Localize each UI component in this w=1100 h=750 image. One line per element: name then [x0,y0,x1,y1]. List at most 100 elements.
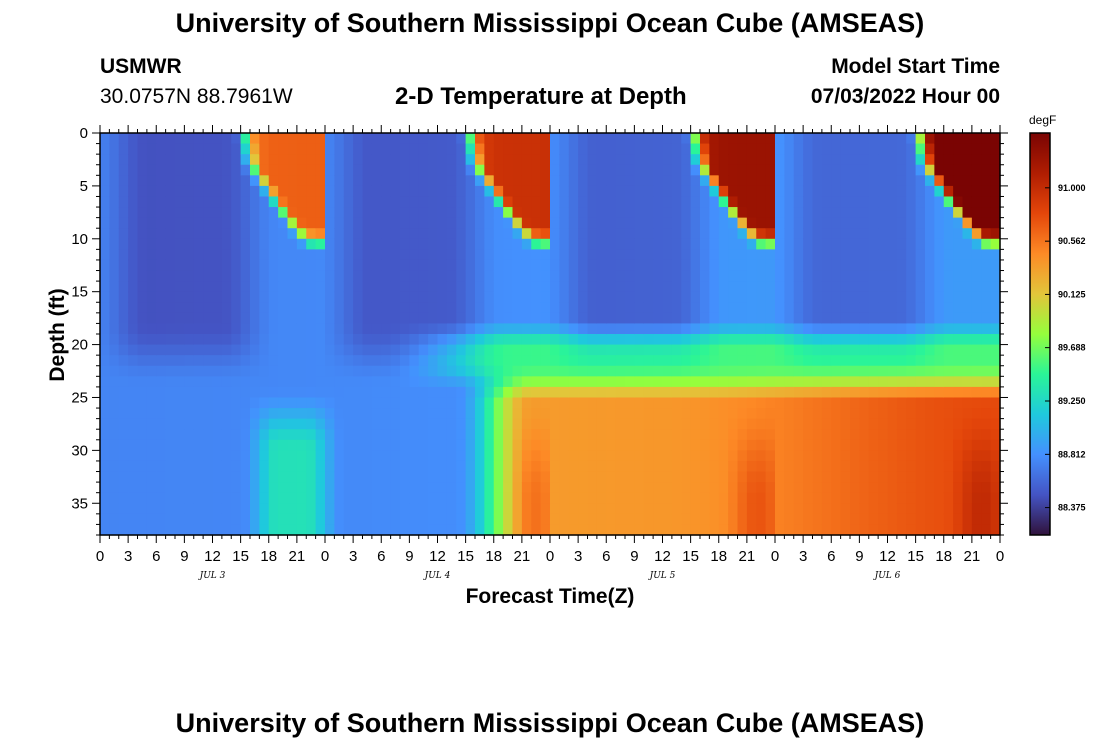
heatmap-cell [812,503,823,515]
heatmap-cell [278,175,289,187]
heatmap-cell [568,439,579,451]
heatmap-cell [831,217,842,229]
heatmap-cell [146,344,157,356]
heatmap-cell [128,281,139,293]
heatmap-cell [578,439,589,451]
heatmap-cell [634,482,645,494]
heatmap-cell [953,408,964,420]
heatmap-cell [746,408,757,420]
heatmap-cell [887,365,898,377]
heatmap-cell [775,259,785,272]
heatmap-cell [325,482,335,494]
heatmap-cell [737,355,748,367]
heatmap-cell [906,228,917,240]
heatmap-cell [193,196,204,208]
heatmap-cell [962,312,973,325]
heatmap-cell [671,439,682,451]
heatmap-cell [240,429,251,441]
heatmap-cell [512,217,523,229]
heatmap-cell [578,376,589,388]
heatmap-cell [896,503,907,515]
heatmap-cell [484,228,495,240]
heatmap-cell [521,175,532,187]
heatmap-cell [353,503,364,515]
heatmap-cell [400,471,410,483]
heatmap-cell [371,418,382,430]
heatmap-cell [643,133,654,145]
heatmap-cell [990,291,1001,303]
heatmap-cell [540,207,551,219]
heatmap-cell [746,238,757,250]
heatmap-cell [662,408,673,420]
heatmap-cell [343,460,354,473]
heatmap-cell [296,503,307,515]
heatmap-cell [128,450,139,462]
heatmap-cell [465,492,476,504]
heatmap-cell [240,365,251,377]
heatmap-cell [821,492,832,504]
heatmap-cell [746,344,757,356]
heatmap-cell [156,238,167,250]
heatmap-cell [306,408,317,420]
heatmap-cell [671,323,682,335]
heatmap-cell [203,164,214,176]
heatmap-cell [315,143,326,155]
heatmap-cell [212,217,223,229]
heatmap-cell [409,291,420,303]
heatmap-cell [915,302,926,314]
heatmap-cell [653,217,664,229]
heatmap-cell [456,513,467,526]
heatmap-cell [353,524,364,536]
heatmap-cell [512,429,523,441]
heatmap-cell [634,259,645,272]
heatmap-cell [475,503,485,515]
heatmap-cell [728,291,739,303]
heatmap-cell [268,386,279,399]
heatmap-cell [990,302,1001,314]
heatmap-cell [146,355,157,367]
heatmap-cell [128,439,139,451]
heatmap-cell [371,397,382,409]
heatmap-cell [446,513,457,526]
heatmap-cell [456,334,467,346]
heatmap-cell [446,386,457,399]
heatmap-cell [578,143,589,155]
heatmap-cell [784,217,795,229]
heatmap-cell [109,503,120,515]
x-tick-label: 12 [429,548,446,565]
heatmap-cell [700,439,710,451]
heatmap-cell [793,270,804,282]
heatmap-cell [250,471,260,483]
heatmap-cell [943,228,954,240]
heatmap-cell [381,492,392,504]
heatmap-cell [390,365,401,377]
heatmap-cell [268,344,279,356]
heatmap-cell [737,270,748,282]
heatmap-cell [212,492,223,504]
heatmap-cell [765,238,776,250]
heatmap-cell [737,386,748,399]
heatmap-cell [165,460,176,473]
heatmap-cell [887,217,898,229]
heatmap-cell [259,154,270,166]
heatmap-cell [531,291,542,303]
heatmap-cell [925,207,935,219]
heatmap-cell [915,281,926,293]
y-tick-label: 20 [71,337,88,354]
x-tick-label: 3 [799,548,807,565]
heatmap-cell [240,439,251,451]
heatmap-cell [250,408,260,420]
heatmap-cell [493,408,504,420]
heatmap-cell [484,281,495,293]
heatmap-cell [943,334,954,346]
heatmap-cell [146,513,157,526]
heatmap-cell [343,175,354,187]
heatmap-cell [400,323,410,335]
heatmap-cell [737,281,748,293]
heatmap-cell [821,450,832,462]
heatmap-cell [334,281,345,293]
heatmap-cell [465,439,476,451]
heatmap-cell [100,408,110,420]
heatmap-cell [709,312,720,325]
heatmap-cell [203,238,214,250]
